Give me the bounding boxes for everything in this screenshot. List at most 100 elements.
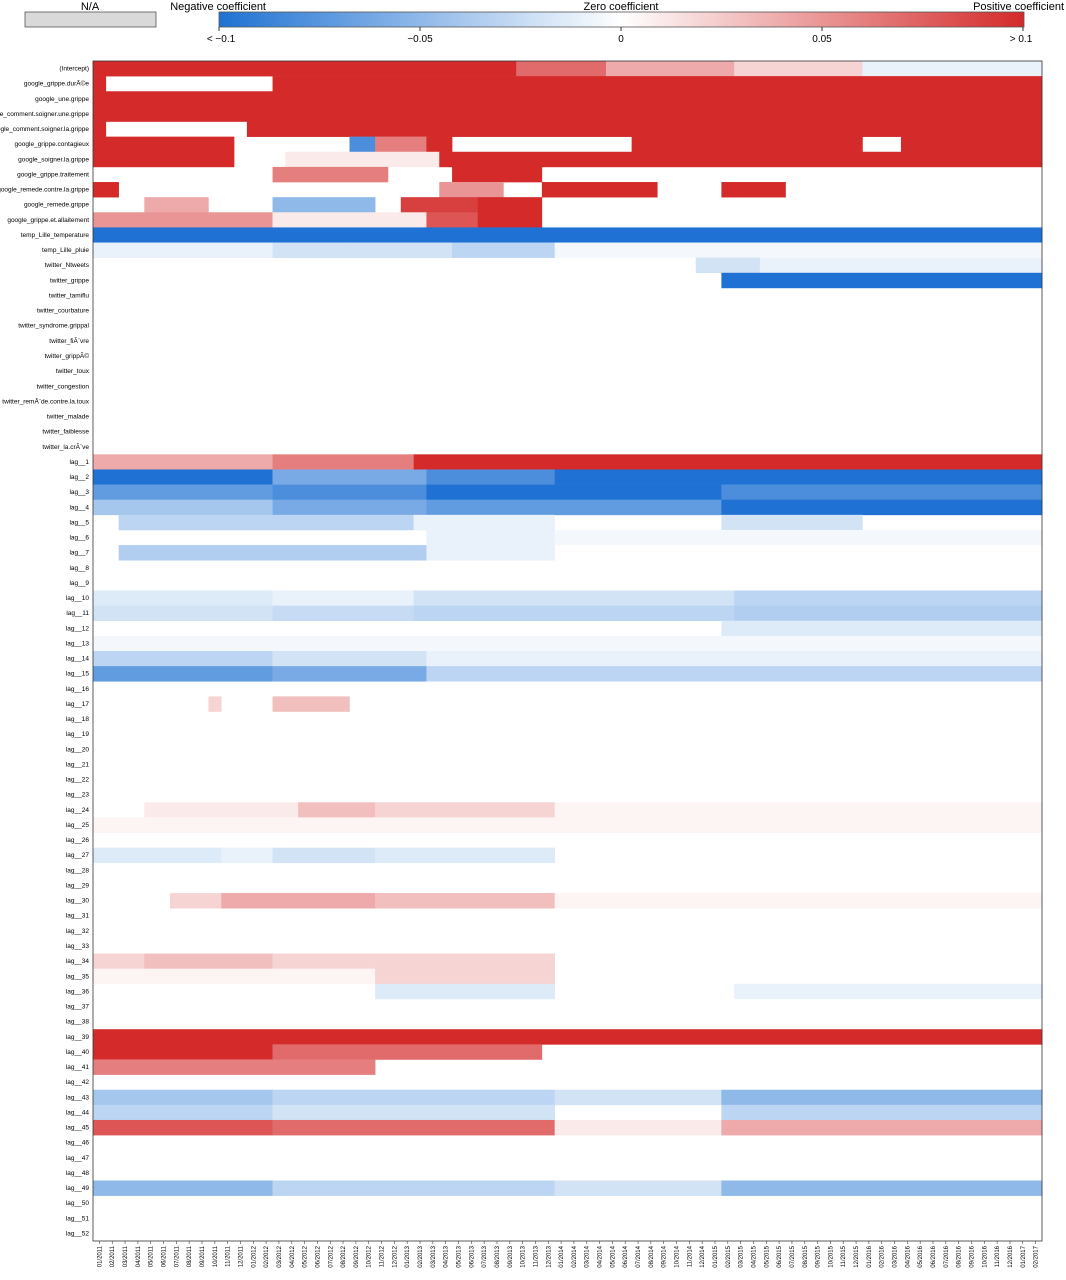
row-label: lag__37 [66,1004,90,1011]
row-label: lag__42 [66,1079,90,1086]
row-label: google_grippe.et.allaitement [7,217,89,224]
column-label: 05/2016 [918,1245,924,1267]
row-label: gle_comment.soigner.une.grippe [0,111,89,118]
column-label: 05/2014 [610,1245,616,1267]
heatmap-cell [439,151,555,168]
heatmap-cell [541,182,658,198]
column-label: 02/2014 [572,1245,578,1267]
heatmap-cell [93,651,273,667]
row-label: lag__12 [66,625,90,632]
column-label: 02/2011 [110,1245,116,1267]
heatmap-cell [631,136,863,153]
heatmap-cell [93,182,119,198]
legend-negative-label: Negative coefficient [170,1,266,13]
column-label: 10/2012 [367,1245,373,1267]
heatmap-cell [118,136,235,153]
column-label: 05/2013 [456,1245,462,1267]
heatmap-cell [118,545,427,561]
row-label: lag__46 [66,1140,90,1147]
row-label: lag__26 [66,837,90,844]
heatmap-cell [93,1059,376,1075]
heatmap-cell [285,151,440,168]
row-label: lag__49 [66,1185,90,1192]
column-label: 01/2013 [405,1245,411,1267]
heatmap-cell [272,1089,555,1106]
heatmap-cell [93,76,107,92]
heatmap-cell [426,651,1043,667]
heatmap-cell [93,121,107,137]
heatmap-cell [721,484,1043,501]
heatmap-cell [93,242,273,258]
row-label: lag__18 [66,716,90,723]
row-label: lag__34 [66,958,90,965]
row-label: google_une.grippe [35,96,89,103]
row-label: lag__50 [66,1200,90,1207]
row-label: lag__17 [66,701,90,708]
heatmap-cell [169,893,222,909]
heatmap-cell [93,484,273,501]
column-label: 02/2017 [1034,1245,1040,1267]
heatmap-cell [554,529,1043,546]
heatmap-cell [93,212,145,228]
row-label: google_grippe.durÃ©e [24,79,90,88]
row-label: lag__6 [69,535,89,542]
row-label: lag__24 [66,807,90,814]
legend-tick-label: > 0.1 [1010,34,1033,45]
heatmap-cell [734,590,1043,606]
row-label: (Intercept) [59,66,89,73]
heatmap-cell [759,257,1043,274]
row-label: lag__51 [66,1215,90,1222]
heatmap-cell [93,1119,273,1136]
heatmap-cell [93,590,273,606]
row-label: google_soigner.la.grippe [18,156,89,163]
row-label: lag__47 [66,1155,90,1162]
heatmap-cell [554,802,1043,818]
row-label: lag__7 [69,550,89,557]
heatmap-cell [413,454,1043,470]
column-label: 03/2012 [277,1245,283,1267]
heatmap-cell [93,1044,273,1060]
column-label: 05/2012 [303,1245,309,1267]
heatmap-cell [272,696,350,712]
heatmap-cell [272,605,414,622]
column-label: 08/2015 [803,1245,809,1267]
row-label: lag__21 [66,761,90,768]
column-label: 06/2011 [162,1245,168,1267]
column-labels: 01/2011 02/2011 03/2011 04/2011 05/2011 06/20… [97,1241,1040,1268]
heatmap-cell [554,1180,722,1196]
column-label: 01/2014 [559,1245,565,1267]
heatmap-cell [272,166,389,183]
row-label: lag__27 [66,852,90,859]
column-label: 02/2013 [418,1245,424,1267]
row-label: twitter_fiÃ¨vre [49,336,89,345]
row-label: lag__30 [66,898,90,905]
row-label: twitter_syndrome.grippal [18,323,89,330]
column-label: 09/2011 [200,1245,206,1267]
row-labels: (Intercept) google_grippe.durÃ©e google_un… [0,66,90,1238]
heatmap-cell [554,893,1043,909]
column-label: 07/2014 [636,1245,642,1267]
row-label: lag__2 [69,474,89,481]
heatmap-cell [144,802,299,818]
column-label: 01/2011 [97,1245,103,1267]
heatmap-cell [93,1089,273,1106]
row-label: lag__31 [66,913,90,920]
heatmap-cell [272,1104,555,1121]
column-label: 06/2013 [469,1245,475,1267]
column-label: 12/2016 [1008,1245,1014,1267]
column-label: 08/2011 [187,1245,193,1267]
heatmap-cell [144,197,209,213]
heatmap-cells [93,61,1043,1196]
column-label: 04/2013 [444,1245,450,1267]
row-label: lag__15 [66,671,90,678]
column-label: 12/2012 [392,1245,398,1267]
row-label: lag__39 [66,1034,90,1041]
heatmap-cell [221,893,376,909]
row-label: lag__11 [66,610,89,617]
column-label: 01/2012 [251,1245,257,1267]
heatmap-cell [413,605,735,622]
column-label: 06/2015 [777,1245,783,1267]
heatmap-cell [721,1180,1043,1196]
heatmap-cell [93,666,273,682]
row-label: oogle_comment.soigner.la.grippe [0,126,89,133]
